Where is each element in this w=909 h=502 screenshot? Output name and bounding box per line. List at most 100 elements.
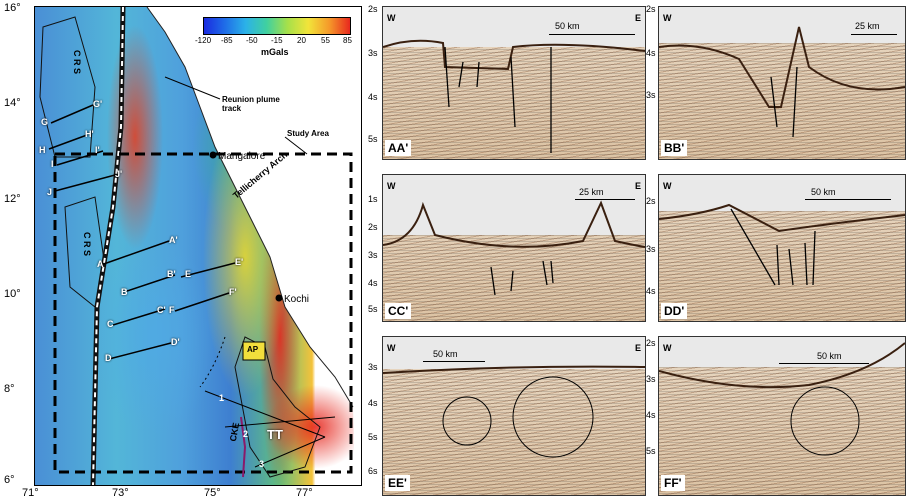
- profile-c: C: [107, 319, 114, 329]
- time-label: 6s: [368, 466, 378, 476]
- profile-ap: A': [169, 235, 178, 245]
- time-label: 2s: [368, 222, 378, 232]
- profile-e: E: [185, 269, 192, 279]
- time-label: 2s: [646, 196, 656, 206]
- profile-f: F: [169, 305, 175, 315]
- profile-d: D: [105, 353, 112, 363]
- kochi-label: Kochi: [284, 294, 310, 305]
- colorbar-unit: mGals: [261, 47, 289, 57]
- time-label: 3s: [368, 250, 378, 260]
- scale-bar: [779, 363, 869, 364]
- time-label: 3s: [646, 374, 656, 384]
- profile-1-label: 1: [219, 393, 225, 403]
- west-label: W: [663, 181, 672, 191]
- land-mask: [39, 7, 361, 485]
- panel-label: DD': [661, 303, 688, 319]
- reunion-label: Reunion plume track: [222, 95, 280, 113]
- profile-cp: C': [157, 305, 166, 315]
- west-label: W: [387, 343, 396, 353]
- study-area-label: Study Area: [287, 129, 329, 138]
- cb-tick: -50: [246, 36, 258, 45]
- west-label: W: [387, 181, 396, 191]
- cb-tick: 55: [321, 36, 330, 45]
- seismic-panel-dd: W 50 km DD': [658, 174, 906, 322]
- time-label: 4s: [368, 398, 378, 408]
- scale-label: 50 km: [817, 351, 842, 361]
- time-label: 4s: [646, 286, 656, 296]
- lon-label: 71°: [22, 487, 39, 499]
- profile-g: G: [41, 117, 49, 127]
- scale-bar: [805, 199, 891, 200]
- tt-label: TT: [267, 427, 283, 442]
- profile-j: J: [47, 187, 53, 197]
- profile-2-label: 2: [243, 429, 249, 439]
- profile-ip: I': [95, 145, 100, 155]
- time-label: 3s: [368, 362, 378, 372]
- profile-h: H: [39, 145, 46, 155]
- time-label: 4s: [368, 92, 378, 102]
- scale-label: 25 km: [579, 187, 604, 197]
- colorbar: [203, 17, 351, 35]
- profile-hp: H': [85, 129, 94, 139]
- lat-label: 8°: [4, 383, 15, 395]
- cb-tick: -120: [195, 36, 212, 45]
- panel-label: AA': [385, 140, 412, 156]
- time-label: 5s: [368, 304, 378, 314]
- panel-label: BB': [661, 140, 688, 156]
- lat-label: 12°: [4, 193, 21, 205]
- crs-label-north: C R S: [72, 49, 83, 75]
- scale-label: 50 km: [555, 21, 580, 31]
- seismic-panel-ff: W 50 km FF': [658, 336, 906, 496]
- gravity-map: -120 -85 -50 -15 20 55 85 mGals Reunion …: [34, 6, 362, 486]
- mangalore-label: Mangalore: [218, 151, 266, 162]
- lat-label: 6°: [4, 474, 15, 486]
- time-label: 4s: [646, 410, 656, 420]
- time-label: 5s: [368, 134, 378, 144]
- panel-label: FF': [661, 475, 685, 491]
- west-label: W: [663, 13, 672, 23]
- time-label: 3s: [646, 90, 656, 100]
- time-label: 3s: [368, 48, 378, 58]
- profile-jp: J': [115, 169, 123, 179]
- scale-bar: [549, 34, 635, 35]
- cb-tick: 85: [343, 36, 352, 45]
- scale-label: 50 km: [433, 349, 458, 359]
- cb-tick: 20: [297, 36, 306, 45]
- time-label: 3s: [646, 244, 656, 254]
- profile-b: B: [121, 287, 128, 297]
- scale-bar: [575, 199, 635, 200]
- crs-label-south: C R S: [82, 231, 93, 257]
- lon-label: 73°: [112, 487, 129, 499]
- panel-label: EE': [385, 475, 410, 491]
- seismic-panel-cc: W E 25 km CC': [382, 174, 646, 322]
- profile-bp: B': [167, 269, 176, 279]
- scale-bar: [851, 34, 897, 35]
- profile-3-label: 3: [259, 459, 265, 469]
- time-label: 2s: [368, 4, 378, 14]
- time-label: 2s: [646, 4, 656, 14]
- scale-bar: [423, 361, 485, 362]
- scale-label: 50 km: [811, 187, 836, 197]
- seismic-panel-ee: W E 50 km EE': [382, 336, 646, 496]
- profile-ep: E': [235, 257, 244, 267]
- west-label: W: [663, 343, 672, 353]
- lon-label: 75°: [204, 487, 221, 499]
- kochi-marker: [275, 294, 283, 302]
- time-label: 4s: [646, 48, 656, 58]
- profile-lines: [48, 104, 236, 360]
- time-label: 1s: [368, 194, 378, 204]
- time-label: 5s: [368, 432, 378, 442]
- east-label: E: [635, 13, 642, 23]
- seismic-panel-bb: W 25 km BB': [658, 6, 906, 160]
- west-label: W: [387, 13, 396, 23]
- time-label: 4s: [368, 278, 378, 288]
- panel-label: CC': [385, 303, 412, 319]
- profile-gp: G': [93, 99, 103, 109]
- mangalore-marker: [209, 151, 217, 159]
- east-label: E: [635, 343, 642, 353]
- time-label: 5s: [646, 446, 656, 456]
- ap-label: AP: [247, 345, 259, 354]
- scale-label: 25 km: [855, 21, 880, 31]
- lat-label: 14°: [4, 97, 21, 109]
- profile-fp: F': [229, 287, 237, 297]
